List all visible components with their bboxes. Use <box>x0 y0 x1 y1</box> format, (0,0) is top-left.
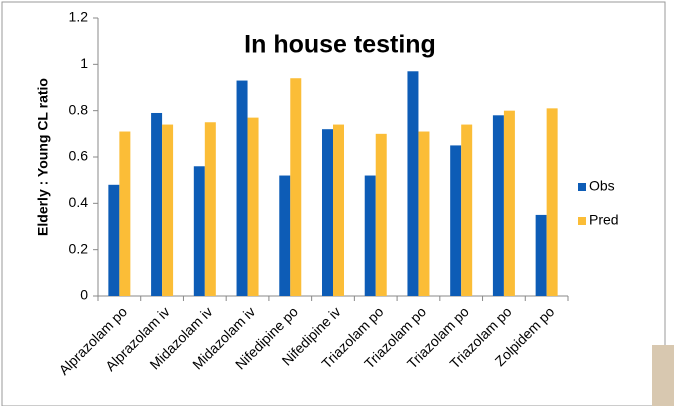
bar <box>151 112 163 296</box>
legend-label: Pred <box>589 212 619 228</box>
bar <box>108 184 120 296</box>
bar <box>503 110 515 297</box>
bar <box>279 175 291 296</box>
bar <box>290 78 302 296</box>
y-tick-label: 0.2 <box>69 240 89 256</box>
bar <box>162 124 174 296</box>
bar <box>236 80 248 296</box>
bar <box>535 214 547 296</box>
y-tick-label: 1 <box>80 55 88 71</box>
y-tick-label: 0 <box>80 287 88 303</box>
y-tick-label: 0.6 <box>69 148 89 164</box>
bar <box>119 131 131 296</box>
bar <box>364 175 376 296</box>
y-tick-label: 0.4 <box>69 194 89 210</box>
bar <box>546 108 558 296</box>
legend-swatch <box>578 217 586 225</box>
bar <box>418 131 430 296</box>
bar <box>333 124 344 296</box>
legend-label: Obs <box>589 178 615 194</box>
bar <box>375 133 387 296</box>
y-tick-label: 1.2 <box>69 9 89 25</box>
bar <box>322 129 333 296</box>
bar <box>247 117 259 296</box>
bar <box>193 166 205 296</box>
bar <box>450 145 462 296</box>
bar <box>204 122 216 296</box>
chart-title: In house testing <box>244 31 436 59</box>
legend-swatch <box>578 183 586 191</box>
y-tick-label: 0.8 <box>69 101 89 117</box>
background-photo-fragment <box>652 345 674 406</box>
y-axis-label: Elderly : Young CL ratio <box>35 78 51 236</box>
bar <box>492 115 504 296</box>
bar <box>461 124 473 296</box>
bar <box>407 71 419 297</box>
